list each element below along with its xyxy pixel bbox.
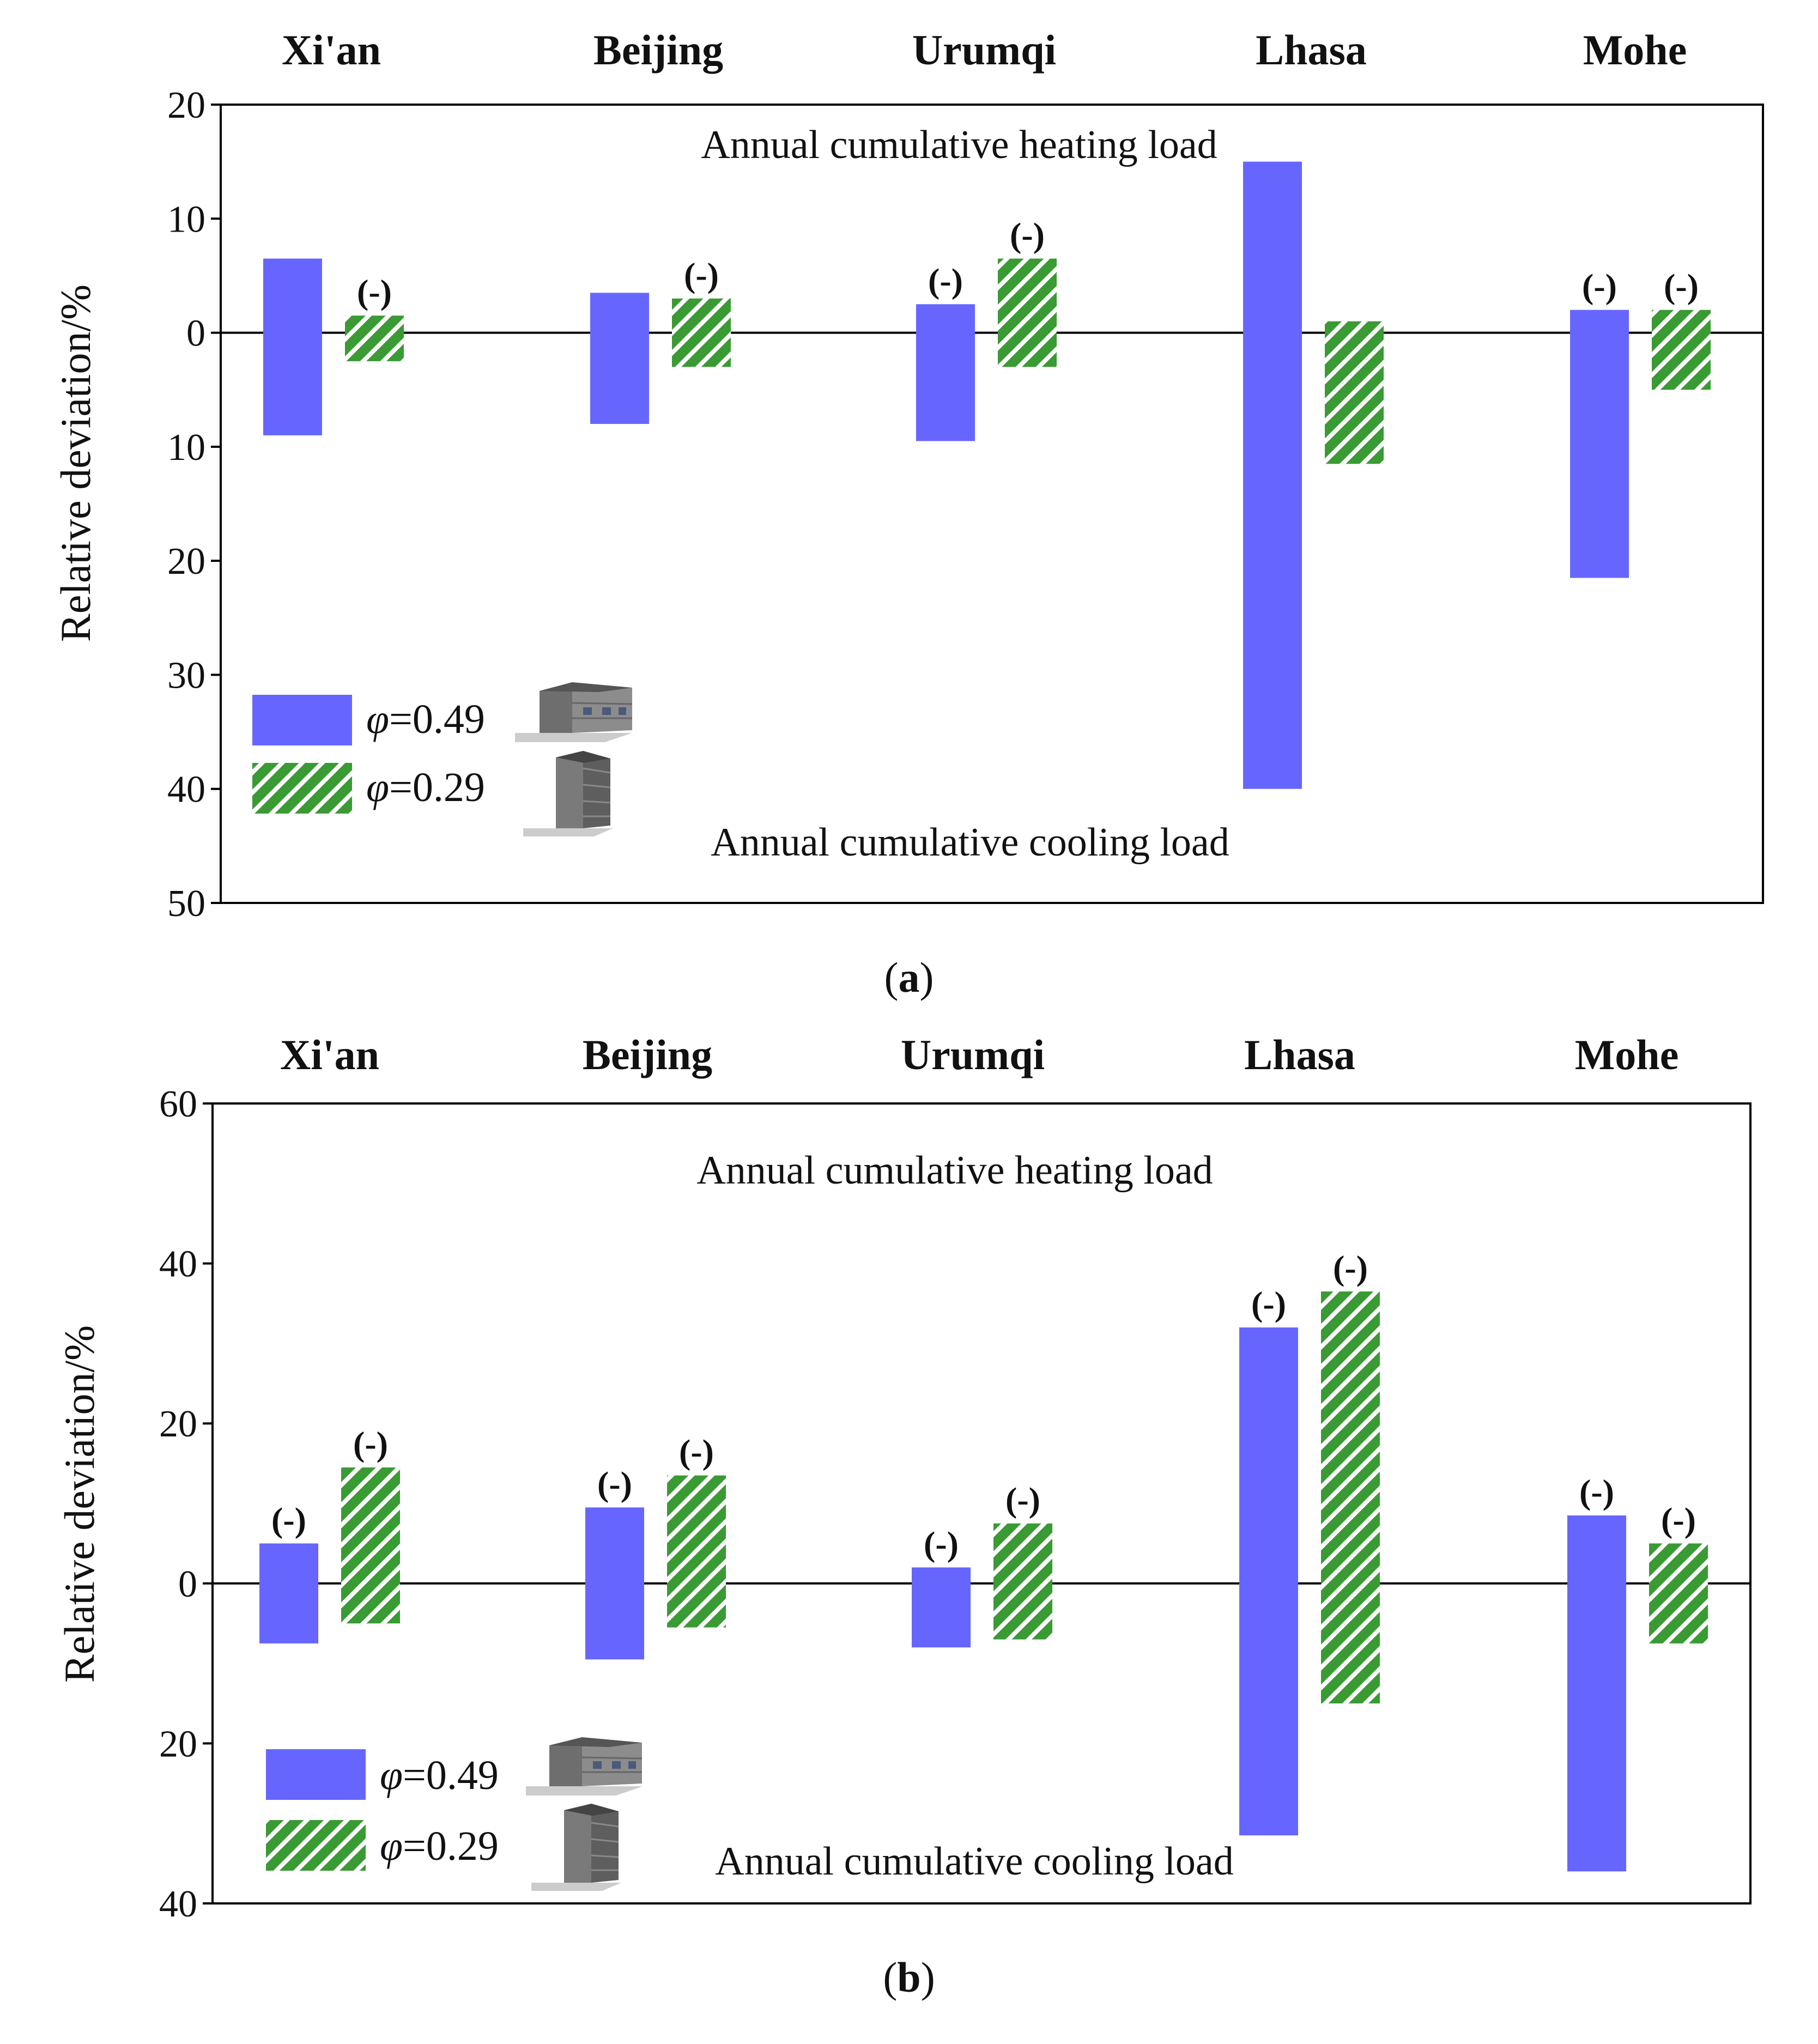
city-label: Beijing [593,26,723,74]
y-tick-label: 40 [159,1883,197,1925]
y-tick-label: 50 [167,883,205,925]
city-label: Beijing [583,1031,712,1078]
bar-phi029 [993,1523,1052,1640]
panel-a-cooling-annotation: Annual cumulative cooling load [711,820,1229,865]
panel-a-heating-annotation: Annual cumulative heating load [701,123,1217,167]
city-label: Xi'an [280,1031,379,1078]
panel-b-y-axis-label: Relative deviation/% [56,1325,103,1683]
panel-b-caption: (b) [883,1954,935,2001]
y-tick-label: 20 [159,1723,197,1765]
legend-label-phi049: φ=0.49 [366,696,485,742]
panel-b-heating-annotation: Annual cumulative heating load [696,1148,1213,1193]
bar-phi029 [998,258,1057,367]
bar-phi029 [1325,321,1384,464]
bar-phi049 [916,304,975,441]
bar-phi029 [672,298,731,367]
negative-mark-label: (-) [357,272,392,311]
y-tick-label: 30 [167,654,205,696]
city-label: Mohe [1583,26,1687,74]
panel-a-caption: (a) [884,954,934,1001]
low-rise-building-icon [515,682,633,742]
legend-swatch-phi049 [252,695,352,745]
bar-phi029 [1649,1543,1708,1643]
y-tick-label: 10 [167,198,205,240]
bar-phi049 [1243,161,1302,789]
legend-swatch-phi029 [252,763,352,814]
negative-mark-label: (-) [353,1424,388,1463]
y-tick-label: 40 [159,1244,197,1285]
panel-a-y-axis-label: Relative deviation/% [52,284,99,642]
bar-phi029 [667,1475,726,1628]
negative-mark-label: (-) [1251,1284,1286,1323]
negative-mark-label: (-) [1010,216,1045,254]
negative-mark-label: (-) [1333,1248,1368,1287]
negative-mark-label: (-) [1005,1481,1040,1519]
panel-b-plot-frame [211,1102,1752,1905]
bar-phi049 [590,293,649,424]
negative-mark-label: (-) [1579,1472,1614,1511]
negative-mark-label: (-) [1664,267,1699,306]
negative-mark-label: (-) [928,261,963,300]
negative-mark-label: (-) [1661,1500,1696,1539]
negative-mark-label: (-) [597,1464,632,1503]
legend-swatch-phi029 [266,1820,366,1871]
negative-mark-label: (-) [684,256,719,294]
bar-phi049 [263,258,322,435]
legend-label-phi029: φ=0.29 [366,765,485,810]
y-tick-label: 10 [167,427,205,469]
bar-phi049 [1570,310,1629,578]
city-label: Lhasa [1256,26,1367,74]
legend-swatch-phi049 [266,1749,366,1800]
high-rise-building-icon [523,751,613,836]
panel-b-cooling-annotation: Annual cumulative cooling load [715,1839,1234,1884]
city-label: Xi'an [282,26,381,74]
panel-a-plot-frame [220,104,1764,904]
bar-phi049 [1567,1515,1626,1872]
city-label: Lhasa [1244,1031,1355,1078]
legend-label-phi029: φ=0.29 [380,1823,499,1869]
high-rise-building-icon [531,1804,621,1891]
legend-label-phi049: φ=0.49 [380,1752,499,1798]
negative-mark-label: (-) [271,1500,306,1539]
bar-phi029 [1321,1291,1380,1703]
panel-b-legend: φ=0.49 φ=0.29 [266,1737,643,1891]
bar-phi029 [345,316,404,361]
bar-phi029 [1652,310,1711,390]
bar-phi049 [912,1567,971,1648]
y-tick-label: 40 [167,769,205,811]
city-label: Mohe [1575,1031,1679,1078]
y-tick-label: 0 [186,313,205,355]
city-label: Urumqi [901,1031,1045,1078]
y-tick-label: 60 [159,1083,197,1125]
y-tick-label: 20 [159,1403,197,1445]
y-tick-label: 20 [167,84,205,126]
city-label: Urumqi [912,26,1056,74]
bar-phi049 [1239,1327,1298,1836]
bar-phi029 [341,1467,400,1624]
y-tick-label: 0 [178,1563,197,1605]
y-tick-label: 20 [167,541,205,583]
panel-a-legend: φ=0.49 φ=0.29 [252,682,633,836]
negative-mark-label: (-) [1582,267,1617,306]
panel-a: 20 10 0 10 20 30 40 50 Xi'an Beijing Urumqi Lhasa M… [52,26,1764,1001]
low-rise-building-icon [526,1737,643,1796]
negative-mark-label: (-) [924,1524,959,1563]
negative-mark-label: (-) [679,1433,714,1471]
bar-phi049 [259,1543,318,1643]
bar-phi049 [585,1507,644,1660]
